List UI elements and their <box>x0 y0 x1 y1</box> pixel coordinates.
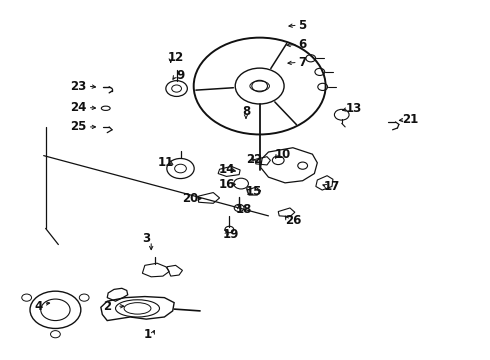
Text: 10: 10 <box>275 148 291 161</box>
Text: 2: 2 <box>103 300 111 313</box>
Text: 15: 15 <box>245 185 262 198</box>
Text: 1: 1 <box>143 328 151 341</box>
Text: 12: 12 <box>168 51 184 64</box>
Text: 24: 24 <box>70 101 86 114</box>
Text: 4: 4 <box>35 300 43 313</box>
Text: 11: 11 <box>158 156 174 169</box>
Text: 26: 26 <box>285 214 301 227</box>
Text: 6: 6 <box>298 38 307 51</box>
Text: 23: 23 <box>70 80 86 93</box>
Text: 3: 3 <box>142 231 150 244</box>
Text: 5: 5 <box>298 19 307 32</box>
Text: 18: 18 <box>236 203 252 216</box>
Text: 9: 9 <box>176 69 185 82</box>
Text: 8: 8 <box>242 105 250 118</box>
Text: 19: 19 <box>223 228 240 241</box>
Text: 25: 25 <box>70 121 86 134</box>
Text: 7: 7 <box>298 56 307 69</box>
Text: 16: 16 <box>218 178 235 191</box>
Text: 13: 13 <box>345 103 362 116</box>
Text: 22: 22 <box>245 153 262 166</box>
Text: 14: 14 <box>218 163 235 176</box>
Text: 17: 17 <box>324 180 340 193</box>
Text: 21: 21 <box>402 113 418 126</box>
Text: 20: 20 <box>182 192 198 205</box>
